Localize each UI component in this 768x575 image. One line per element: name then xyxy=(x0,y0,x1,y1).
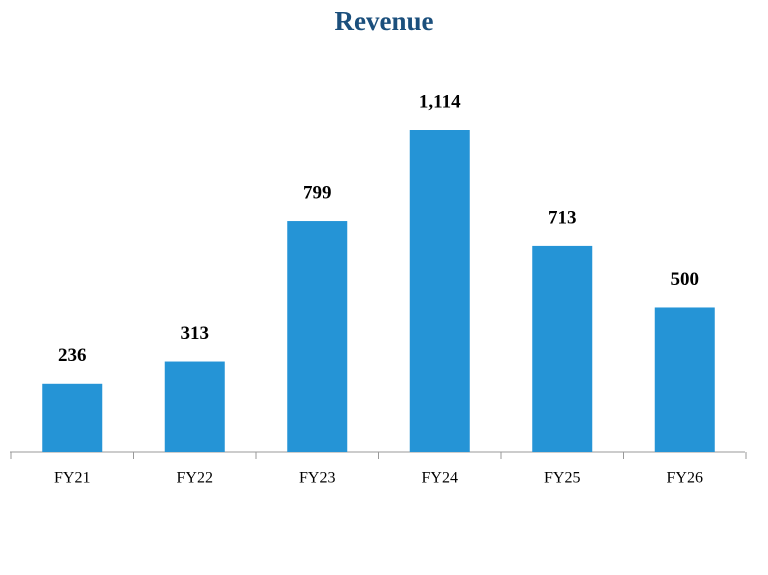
value-label: 799 xyxy=(303,182,332,203)
value-label: 500 xyxy=(671,269,700,290)
chart-title: Revenue xyxy=(335,6,434,36)
bar xyxy=(164,361,225,452)
bar xyxy=(654,307,715,452)
bar xyxy=(409,130,470,452)
value-label: 713 xyxy=(548,207,577,228)
x-tick-label: FY23 xyxy=(299,470,335,487)
value-label: 236 xyxy=(58,345,87,366)
bar xyxy=(42,383,103,452)
x-tick-label: FY26 xyxy=(667,470,703,487)
value-label: 313 xyxy=(181,323,210,344)
x-tick-label: FY22 xyxy=(177,470,213,487)
x-tick-label: FY24 xyxy=(422,470,458,487)
bar xyxy=(532,245,593,452)
bar xyxy=(287,221,348,452)
x-tick-label: FY21 xyxy=(54,470,90,487)
x-tick-label: FY25 xyxy=(544,470,580,487)
value-label: 1,114 xyxy=(419,91,461,112)
